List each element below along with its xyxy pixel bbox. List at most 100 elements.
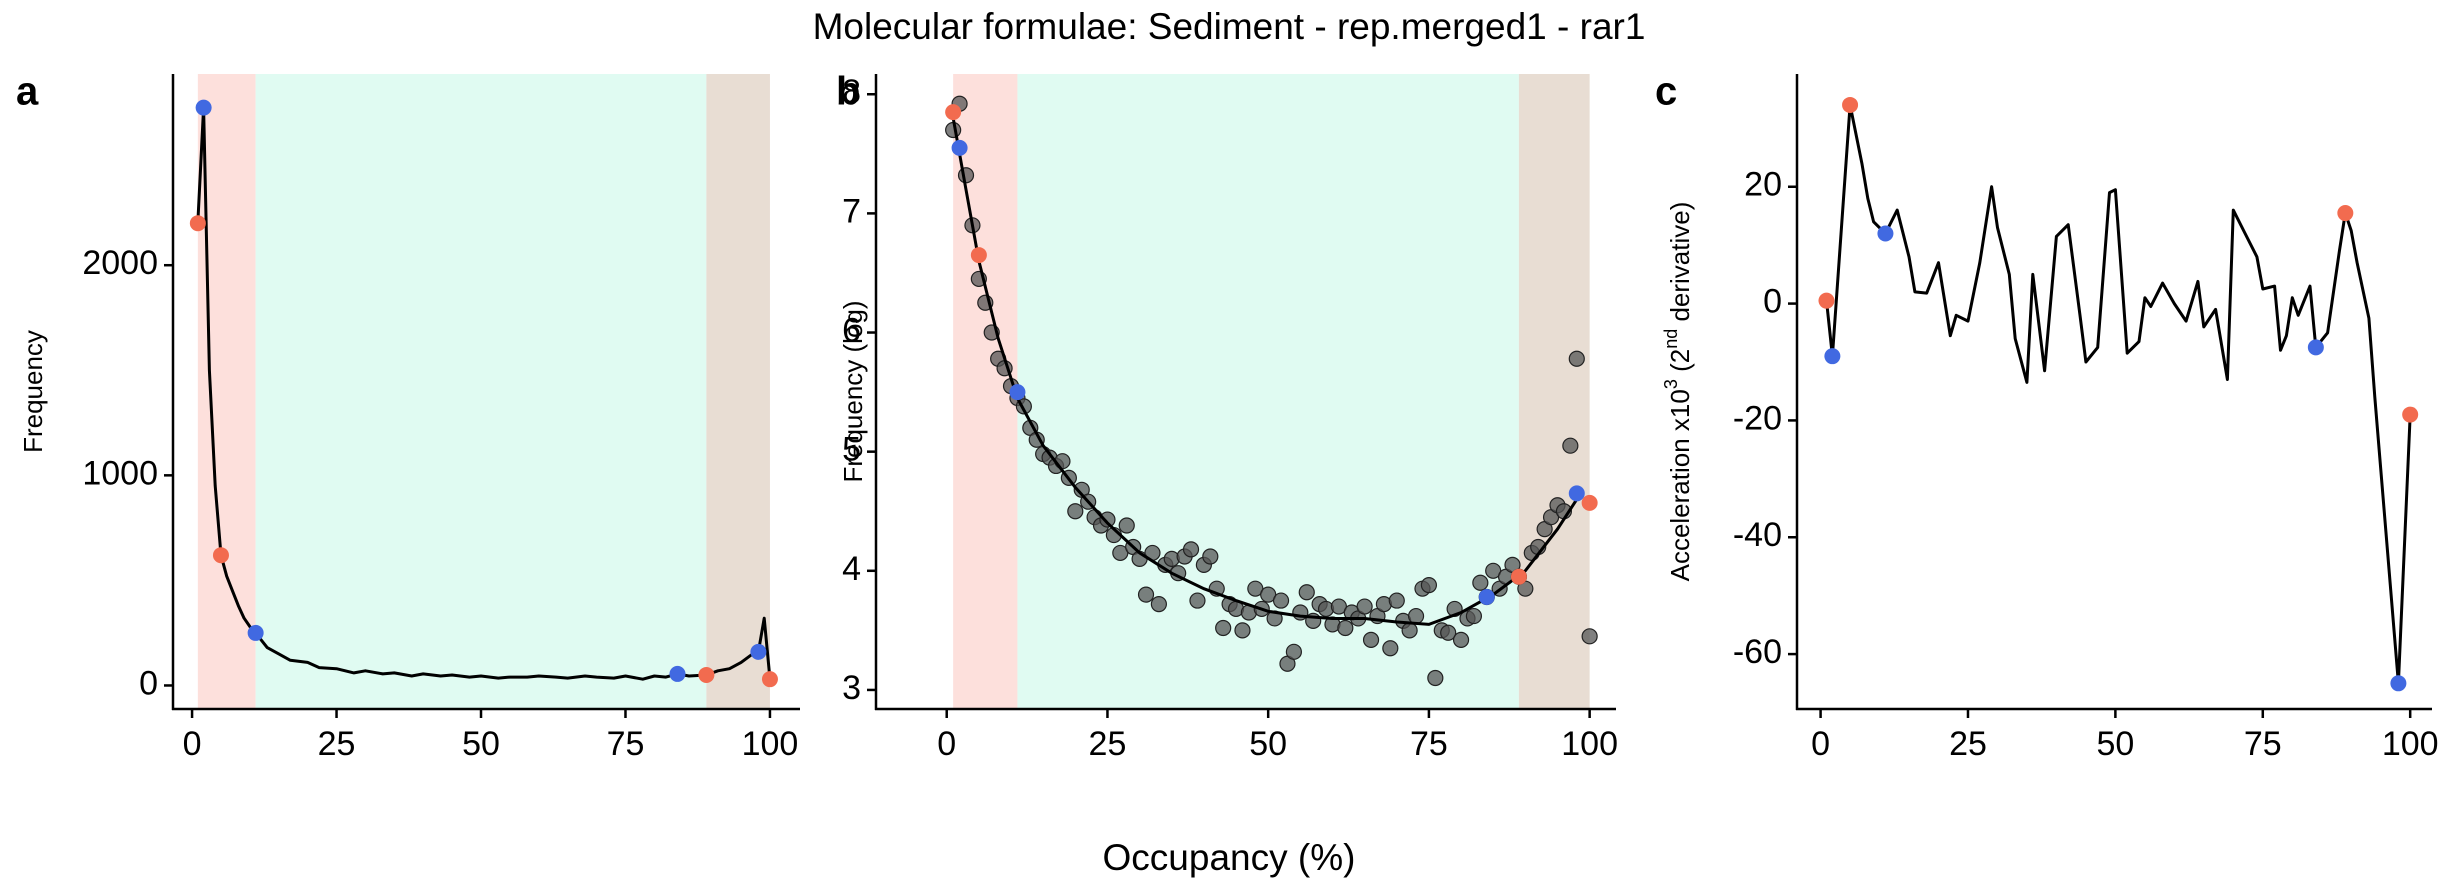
y-tick-label: 20: [1744, 166, 1782, 204]
y-tick-label: 2000: [82, 244, 158, 282]
x-tick-label: 75: [607, 725, 645, 763]
superscript: nd: [1661, 329, 1681, 349]
x-tick-label: 100: [1561, 725, 1618, 763]
occupancy-band: [706, 74, 770, 709]
data-point: [1388, 592, 1405, 609]
data-point: [1382, 640, 1399, 657]
data-line: [1825, 103, 2412, 685]
data-point: [1407, 607, 1425, 625]
data-point: [1215, 619, 1232, 637]
figure-title: Molecular formulae: Sediment - rep.merge…: [813, 6, 1646, 47]
data-point: [1099, 511, 1116, 528]
panel: 0 25 50 75 100 3 4 5 6 7 8b Frequency (log): [836, 70, 1618, 763]
y-axis-title: Frequency (log): [838, 300, 868, 482]
highlight-point: [247, 624, 264, 641]
highlight-point: [189, 215, 206, 232]
data-point: [1401, 622, 1418, 639]
data-point: [1581, 628, 1598, 645]
occupancy-band: [1518, 74, 1590, 709]
x-tick-label: 0: [937, 725, 956, 763]
data-point: [1118, 517, 1135, 534]
highlight-point: [2337, 205, 2354, 222]
data-point: [1285, 643, 1302, 660]
highlight-point: [1510, 568, 1527, 585]
y-tick-label: 0: [1763, 283, 1782, 321]
data-point: [1298, 584, 1315, 601]
x-tick-label: 0: [1811, 725, 1830, 763]
highlight-point: [669, 665, 686, 682]
label-part: (2: [1665, 349, 1695, 379]
data-point: [1234, 622, 1251, 639]
data-point: [1137, 586, 1155, 603]
data-point: [1202, 548, 1219, 565]
data-point: [1562, 437, 1579, 454]
panel-label: a: [16, 70, 39, 114]
data-point: [1465, 607, 1483, 625]
label-part: Frequency (log): [838, 300, 868, 482]
y-tick-label: -60: [1733, 633, 1782, 671]
highlight-point: [698, 666, 715, 683]
y-tick-label: 0: [139, 664, 158, 702]
panel: 0 25 50 75 100 -60 -40 -20 0 20 c Acceleration x103…: [1655, 70, 2439, 763]
highlight-point: [195, 99, 212, 116]
x-tick-label: 25: [1089, 725, 1127, 763]
highlight-point: [1581, 494, 1598, 511]
highlight-point: [1877, 225, 1894, 242]
x-tick-label: 50: [1249, 725, 1287, 763]
y-axis-title: Frequency: [18, 330, 48, 453]
data-line: [196, 106, 772, 681]
panel-label: b: [836, 70, 860, 114]
data-point: [1362, 631, 1380, 649]
y-tick-label: 1000: [82, 454, 158, 492]
y-tick-label: 5: [842, 431, 861, 469]
highlight-point: [945, 104, 962, 121]
data-point: [1054, 453, 1071, 470]
y-tick-label: 3: [842, 669, 861, 707]
data-point: [1067, 503, 1084, 520]
highlight-point: [2390, 675, 2407, 692]
x-tick-label: 50: [2096, 725, 2134, 763]
data-point: [1337, 619, 1354, 637]
data-point: [957, 167, 975, 184]
data-point: [1272, 592, 1290, 609]
occupancy-band: [197, 74, 256, 709]
x-tick-label: 25: [1949, 725, 1987, 763]
y-tick-label: -40: [1733, 516, 1782, 554]
highlight-point: [1842, 96, 1859, 113]
y-tick-label: 7: [842, 192, 861, 230]
y-tick-label: 8: [842, 73, 861, 111]
highlight-point: [1478, 589, 1495, 606]
y-tick-label: -20: [1733, 399, 1782, 437]
highlight-point: [951, 139, 968, 156]
highlight-point: [1568, 485, 1585, 502]
label-part: derivative): [1665, 202, 1695, 329]
x-tick-label: 25: [318, 725, 356, 763]
data-point: [1182, 541, 1200, 558]
highlight-point: [1818, 292, 1835, 309]
y-axis-title: Acceleration x103 (2nd derivative): [1661, 202, 1695, 582]
highlight-point: [2402, 406, 2419, 423]
superscript: 3: [1661, 379, 1681, 389]
data-point: [1427, 669, 1444, 687]
highlight-point: [212, 547, 229, 564]
data-point: [1356, 598, 1373, 615]
highlight-point: [750, 643, 767, 660]
highlight-point: [970, 247, 987, 264]
data-point: [1452, 631, 1470, 649]
occupancy-band: [255, 74, 707, 709]
x-tick-label: 75: [2244, 725, 2282, 763]
highlight-point: [1009, 384, 1026, 401]
data-point: [1472, 574, 1489, 591]
occupancy-band: [1017, 74, 1519, 709]
highlight-point: [1824, 348, 1841, 365]
label-part: Frequency: [18, 330, 48, 453]
x-axis-title: Occupancy (%): [1103, 837, 1356, 878]
data-point: [1189, 592, 1206, 609]
x-tick-label: 50: [462, 725, 500, 763]
x-tick-label: 0: [183, 725, 202, 763]
data-point: [1420, 576, 1438, 594]
highlight-point: [761, 671, 778, 688]
x-tick-label: 100: [742, 725, 799, 763]
